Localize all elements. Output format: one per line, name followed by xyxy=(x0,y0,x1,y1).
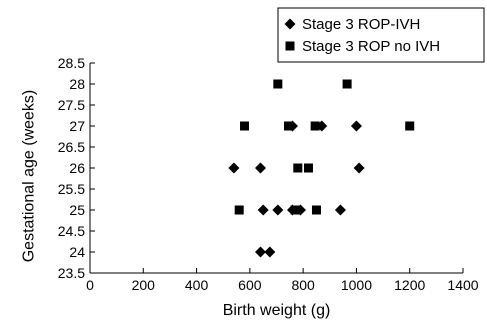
data-point-rop-ivh xyxy=(272,204,284,216)
y-tick-label: 26 xyxy=(69,160,85,176)
x-tick-label: 800 xyxy=(291,277,315,293)
data-point-rop-ivh xyxy=(255,246,267,258)
data-point-rop-no-ivh xyxy=(234,205,244,215)
legend-box xyxy=(277,7,485,63)
x-ticks: 0 200 400 600 800 1000 1200 1400 xyxy=(86,268,479,293)
data-point-rop-no-ivh xyxy=(311,205,321,215)
data-point-rop-no-ivh xyxy=(283,121,293,131)
data-point-rop-no-ivh xyxy=(240,121,250,131)
data-point-rop-ivh xyxy=(353,162,365,174)
y-tick-label: 27.5 xyxy=(58,97,85,113)
y-tick-label: 25 xyxy=(69,202,85,218)
legend-items: Stage 3 ROP-IVH Stage 3 ROP no IVH xyxy=(284,16,440,55)
y-tick-label: 25.5 xyxy=(58,181,85,197)
y-tick-label: 28.5 xyxy=(58,55,85,71)
y-tick-label: 27 xyxy=(69,118,85,134)
y-tick-label: 24 xyxy=(69,244,85,260)
data-point-rop-ivh xyxy=(257,204,269,216)
data-point-rop-ivh xyxy=(334,204,346,216)
data-point-rop-no-ivh xyxy=(405,121,415,131)
data-points xyxy=(228,79,415,258)
legend-label: Stage 3 ROP-IVH xyxy=(302,16,420,33)
data-point-rop-no-ivh xyxy=(310,121,320,131)
x-axis-title: Birth weight (g) xyxy=(223,302,331,319)
x-tick-label: 0 xyxy=(86,277,94,293)
x-tick-label: 200 xyxy=(132,277,156,293)
x-tick-label: 1000 xyxy=(341,277,372,293)
legend-label: Stage 3 ROP no IVH xyxy=(302,38,440,55)
data-point-rop-ivh xyxy=(264,246,276,258)
legend-marker xyxy=(285,41,295,51)
x-tick-label: 400 xyxy=(185,277,209,293)
legend: Stage 3 ROP-IVH Stage 3 ROP no IVH xyxy=(277,7,485,63)
y-tick-label: 26.5 xyxy=(58,139,85,155)
data-point-rop-ivh xyxy=(255,162,267,174)
y-tick-label: 24.5 xyxy=(58,223,85,239)
x-tick-label: 600 xyxy=(238,277,262,293)
data-point-rop-no-ivh xyxy=(273,79,283,89)
y-tick-label: 23.5 xyxy=(58,265,85,281)
data-point-rop-no-ivh xyxy=(290,205,300,215)
axes xyxy=(89,63,463,274)
data-point-rop-no-ivh xyxy=(293,163,303,173)
data-point-rop-no-ivh xyxy=(303,163,313,173)
y-axis-title: Gestational age (weeks) xyxy=(21,90,38,263)
data-point-rop-ivh xyxy=(350,120,362,132)
legend-marker xyxy=(284,18,296,30)
y-tick-label: 28 xyxy=(69,76,85,92)
data-point-rop-ivh xyxy=(228,162,240,174)
data-point-rop-no-ivh xyxy=(342,79,352,89)
y-ticks: 23.5 24 24.5 25 25.5 26 26.5 27 27.5 28 28.5 xyxy=(58,55,95,281)
x-tick-label: 1400 xyxy=(447,277,478,293)
x-tick-label: 1200 xyxy=(394,277,425,293)
